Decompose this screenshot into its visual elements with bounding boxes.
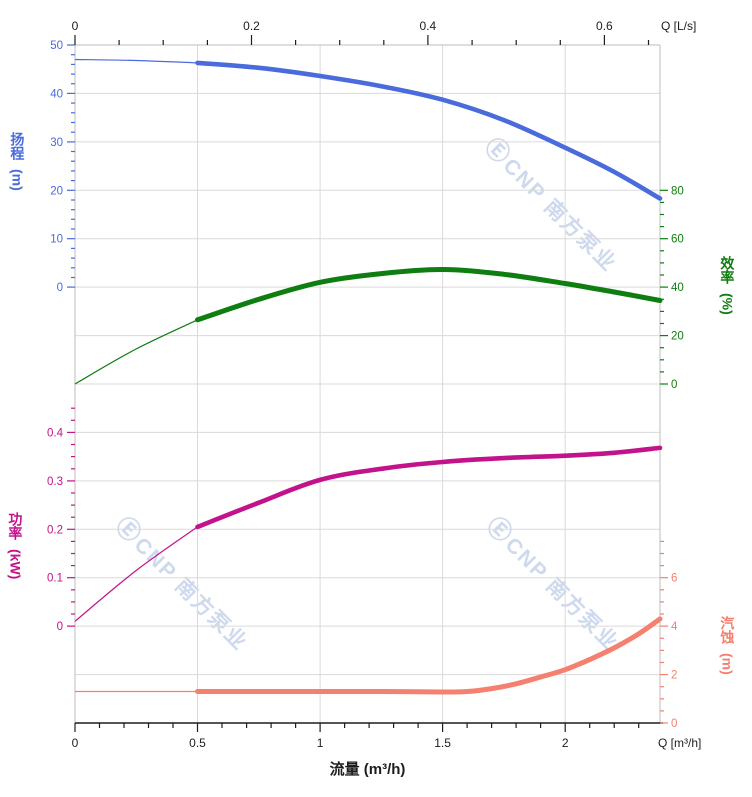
power-axis-title-text: 功率 [7,512,24,540]
top-axis-tick-label: 0.4 [420,19,437,33]
efficiency-axis-tick-label: 20 [671,331,684,343]
flow-axis-tick-label: 2 [562,736,569,750]
power-axis-title: 功率 (kW) [7,512,24,580]
power-curve-thin [74,526,198,622]
npsh-axis-title: 汽蚀 (m) [719,616,736,675]
flow-axis-tick-label: 0 [72,736,79,750]
head-axis-title-text: 扬程 [9,132,26,160]
top-axis-tick-label: 0.2 [243,19,260,33]
top-axis-unit-label: Q [L/s] [661,19,696,33]
efficiency-axis-tick-label: 0 [671,379,677,391]
efficiency-axis-title-text: 效率 [719,256,736,284]
npsh-axis-tick-label: 0 [671,718,677,730]
npsh-axis-tick-label: 2 [671,670,677,682]
power-axis-unit: (kW) [7,549,24,580]
head-axis-tick-label: 50 [50,40,63,52]
head-axis-tick-label: 40 [50,88,63,100]
top-axis-tick-label: 0.6 [596,19,613,33]
efficiency-axis-unit: (%) [719,293,736,315]
head-curve [195,60,663,201]
power-axis-tick-label: 0 [57,621,63,633]
power-axis-tick-label: 0.4 [47,427,64,439]
efficiency-axis-tick-label: 80 [671,185,684,197]
power-curve [195,445,663,530]
flow-axis-unit-label: Q [m³/h] [658,736,701,750]
npsh-axis-unit: (m) [719,653,736,675]
efficiency-axis-tick-label: 40 [671,282,684,294]
npsh-axis-title-text: 汽蚀 [719,616,736,644]
npsh-axis-tick-label: 4 [671,621,678,633]
head-axis-title: 扬程 (m) [9,132,26,191]
head-curve-thin [74,58,198,64]
head-axis-tick-label: 0 [57,282,63,294]
head-axis-tick-label: 30 [50,137,63,149]
flow-axis-tick-label: 1 [317,736,324,750]
power-axis-tick-label: 0.1 [47,573,63,585]
power-axis-tick-label: 0.2 [47,524,63,536]
flow-axis-title: 流量 (m³/h) [329,761,406,778]
flow-axis-tick-label: 0.5 [189,736,206,750]
efficiency-curve [195,266,663,323]
npsh-curve [195,616,663,695]
head-axis-tick-label: 10 [50,234,63,246]
efficiency-axis-title: 效率 (%) [719,256,736,315]
power-axis-tick-label: 0.3 [47,476,63,488]
flow-axis-tick-label: 1.5 [434,736,451,750]
top-axis-tick-label: 0 [72,19,79,33]
head-axis-unit: (m) [9,169,26,191]
efficiency-axis-tick-label: 60 [671,234,684,246]
head-axis-tick-label: 20 [50,185,63,197]
efficiency-curve-thin [74,319,198,385]
npsh-axis-tick-label: 6 [671,573,677,585]
